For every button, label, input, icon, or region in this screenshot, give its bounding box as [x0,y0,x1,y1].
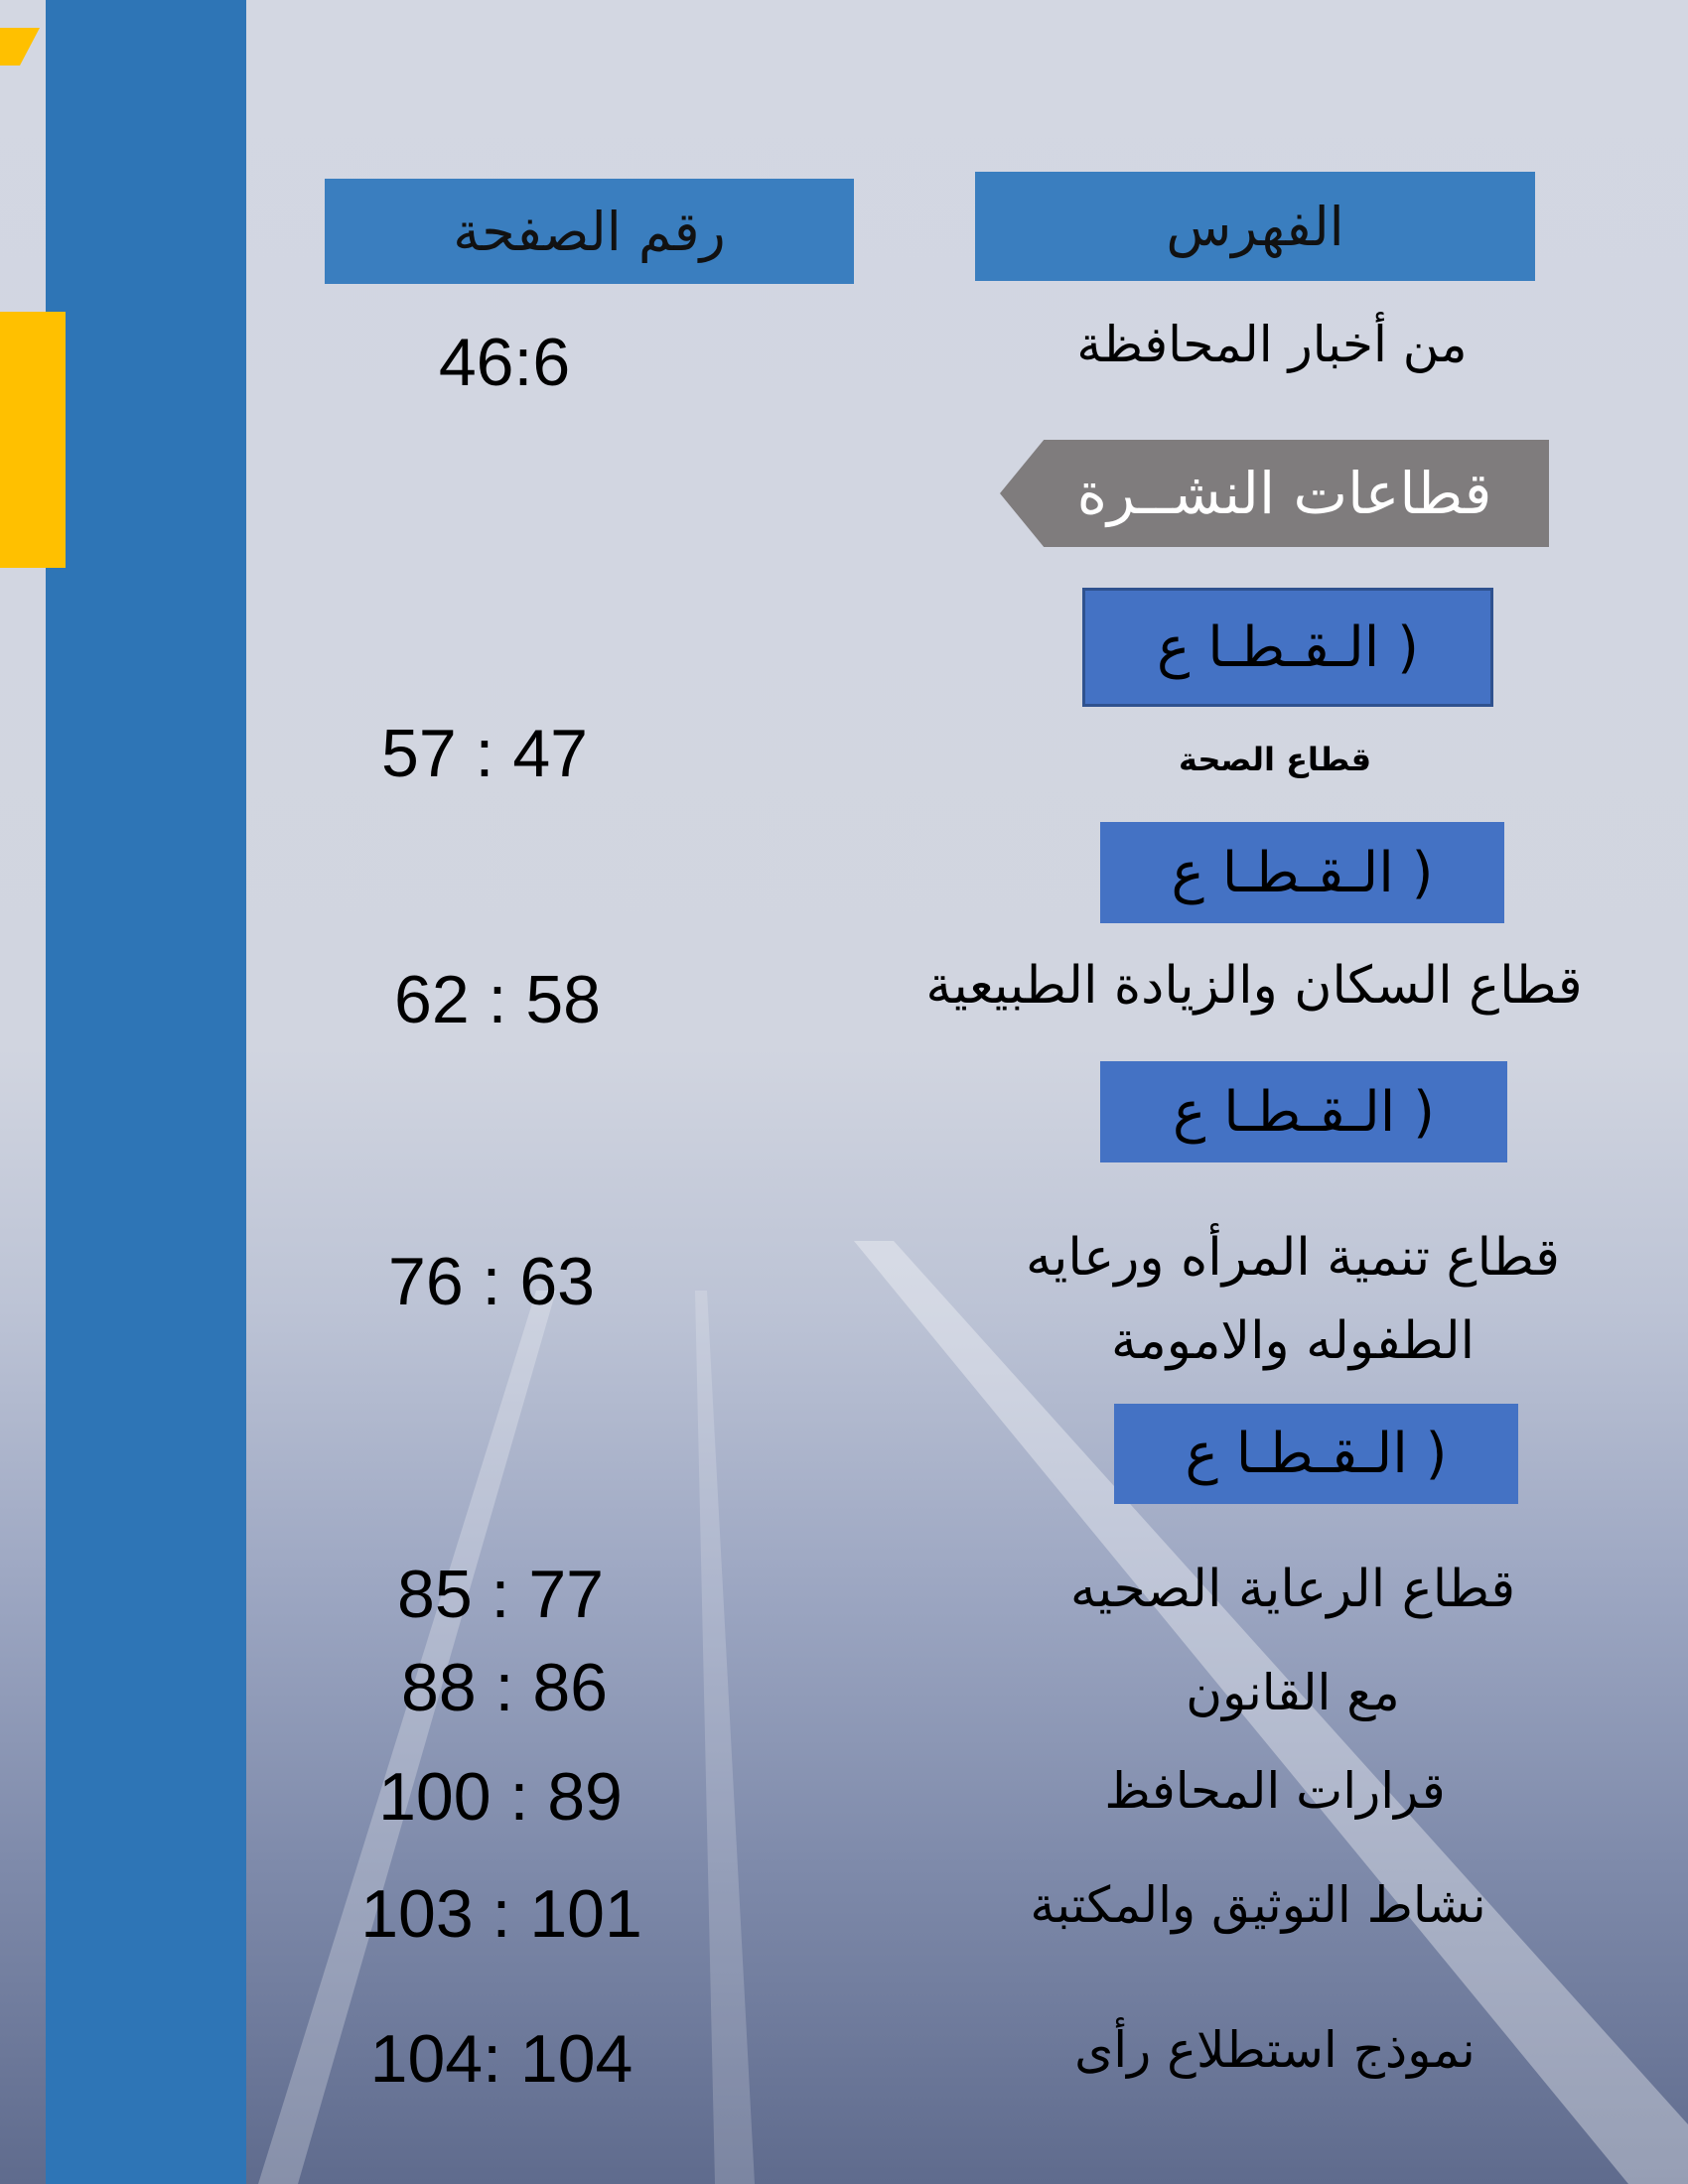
entry-title: مع القانون [1186,1664,1400,1721]
index-header: الفهرس [975,172,1535,281]
section-box: ( الـقـطـا ع [1100,1061,1507,1162]
entry-title: قطاع الصحة [1178,741,1372,778]
entry-pages: 46:6 [438,325,571,400]
entry-title: قطاع الرعاية الصحيه [1069,1560,1516,1619]
page-number-header: رقم الصفحة [325,179,854,284]
section-box: ( الـقـطـا ع [1082,588,1493,707]
entry-title: نشاط التوثيق والمكتبة [1030,1876,1486,1934]
entry-title: من أخبار المحافظة [1076,316,1468,373]
entry-pages: 85 : 77 [397,1557,604,1632]
entry-pages: 57 : 47 [381,716,588,791]
entry-pages: 103 : 101 [360,1876,642,1952]
entry-pages: 104: 104 [369,2021,633,2097]
entry-title: قطاع تنمية المرأه ورعايه [1026,1228,1560,1288]
sectors-banner: قطاعات النشــرة [1000,440,1549,547]
entry-title-line2: الطفوله والامومة [1110,1311,1476,1371]
entry-pages: 100 : 89 [378,1759,623,1835]
entry-pages: 88 : 86 [401,1650,608,1725]
entry-pages: 62 : 58 [394,962,601,1037]
entry-pages: 76 : 63 [388,1244,595,1319]
left-sidebar-band [46,0,246,2184]
yellow-accent-block [0,312,66,568]
entry-title: قرارات المحافظ [1104,1762,1446,1820]
section-box: ( الـقـطـا ع [1114,1404,1518,1504]
section-box: ( الـقـطـا ع [1100,822,1504,923]
entry-title: قطاع السكان والزيادة الطبيعية [925,956,1583,1016]
entry-title: نموذج استطلاع رأى [1074,2021,1476,2079]
